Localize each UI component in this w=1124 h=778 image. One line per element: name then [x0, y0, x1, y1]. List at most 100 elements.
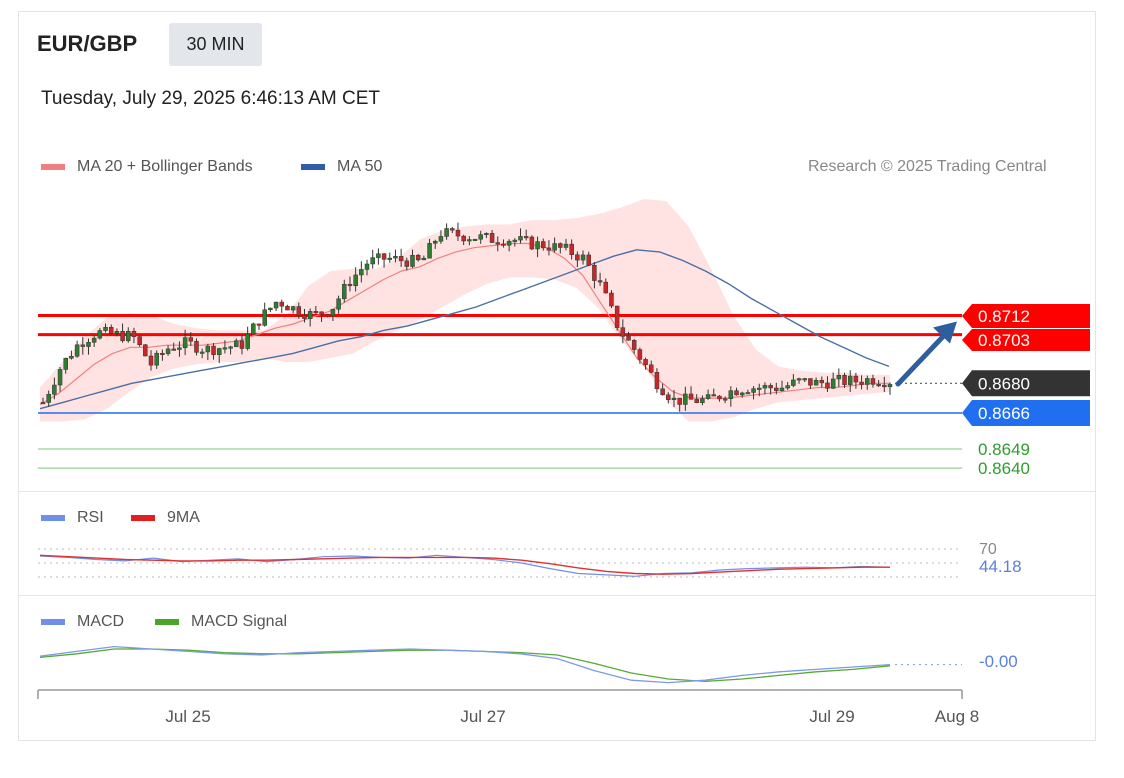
- x-tick-label: Jul 29: [809, 707, 854, 726]
- candle-body: [393, 256, 398, 259]
- candle-body: [552, 243, 557, 251]
- candle-body: [347, 283, 353, 287]
- timeframe-badge[interactable]: 30 MIN: [169, 23, 262, 66]
- candle-body: [126, 330, 131, 342]
- level-tag-0.8680: [962, 370, 1090, 397]
- candle-body: [279, 301, 285, 307]
- candle-body: [57, 369, 63, 386]
- candle-body: [222, 347, 228, 350]
- candle-body: [131, 330, 137, 337]
- candle-body: [580, 254, 586, 261]
- candle-body: [336, 298, 341, 310]
- candle-body: [285, 305, 290, 311]
- rsi-ma-line: [39, 554, 890, 575]
- candle-body: [182, 337, 188, 349]
- candle-body: [717, 395, 722, 400]
- candle-body: [364, 263, 370, 270]
- candle-body: [296, 306, 302, 316]
- candle-body: [307, 311, 313, 319]
- candle-body: [251, 323, 256, 335]
- candle-body: [853, 375, 859, 383]
- ma20-line: [39, 242, 890, 406]
- candle-body: [103, 327, 108, 331]
- level-tag-0.8712: [962, 304, 1090, 328]
- candle-body: [313, 311, 319, 314]
- datetime-label: Tuesday, July 29, 2025 6:46:13 AM CET: [41, 88, 381, 109]
- level-label-0.8712: 0.8712: [978, 307, 1030, 326]
- candle-body: [569, 243, 574, 255]
- candle-body: [52, 384, 57, 395]
- legend-rsi-label: RSI: [77, 509, 104, 526]
- candle-body: [495, 242, 501, 245]
- candle-body: [535, 241, 540, 250]
- candle-body: [540, 241, 546, 249]
- macd-swatch: [41, 619, 65, 625]
- candle-body: [751, 388, 756, 393]
- candle-body: [762, 385, 768, 389]
- candle-body: [353, 274, 358, 287]
- candle-body: [865, 378, 870, 385]
- candle-body: [148, 355, 154, 366]
- candle-body: [342, 283, 347, 300]
- candle-body: [876, 384, 881, 387]
- candle-body: [643, 359, 648, 366]
- legend-ma20: MA 20 + Bollinger Bands: [41, 158, 253, 176]
- candle-body: [239, 340, 245, 349]
- candle-body: [444, 228, 449, 237]
- level-tag-0.8666: [962, 399, 1090, 426]
- candle-body: [91, 337, 97, 343]
- candle-body: [461, 235, 466, 242]
- candle-body: [870, 378, 876, 385]
- candle-body: [74, 344, 80, 357]
- macd-line: [39, 645, 891, 684]
- candle-body: [825, 382, 830, 389]
- rsi-ma-swatch: [131, 515, 155, 521]
- candle-body: [455, 229, 461, 237]
- candle-body: [432, 240, 438, 244]
- candle-body: [830, 378, 836, 389]
- candle-body: [609, 292, 614, 307]
- x-axis: Jul 25 Jul 27 Jul 29 Aug 8: [37, 689, 979, 726]
- legend-ma20-label: MA 20 + Bollinger Bands: [77, 158, 253, 175]
- candle-body: [467, 239, 472, 242]
- candle-body: [563, 243, 569, 248]
- candle-body: [398, 256, 404, 262]
- x-tick-label: Jul 27: [460, 707, 505, 726]
- level-label-0.8703: 0.8703: [978, 331, 1030, 350]
- candle-body: [290, 306, 296, 311]
- candle-body: [188, 337, 194, 342]
- symbol-title: EUR/GBP: [37, 31, 138, 56]
- legend-macd-signal-label: MACD Signal: [191, 613, 288, 630]
- rsi-swatch: [41, 515, 65, 521]
- candle-body: [211, 345, 216, 355]
- candle-body: [165, 348, 171, 354]
- candle-body: [199, 351, 205, 354]
- candle-body: [882, 384, 887, 388]
- candle-body: [671, 397, 677, 400]
- candle-body: [648, 364, 654, 373]
- candle-body: [694, 399, 699, 403]
- macd-signal-line: [39, 648, 891, 683]
- candle-body: [376, 253, 381, 258]
- x-tick-label: Jul 25: [165, 707, 210, 726]
- candle-body: [370, 257, 375, 265]
- candle-body: [688, 393, 694, 400]
- candle-body: [847, 375, 853, 385]
- candle-body: [631, 340, 637, 350]
- candle-body: [154, 352, 159, 366]
- candle-body: [575, 254, 580, 261]
- candle-body: [427, 243, 432, 259]
- legend-rsi-ma-label: 9MA: [167, 509, 200, 526]
- candle-body: [97, 330, 103, 339]
- candle-body: [546, 247, 552, 251]
- candle-body: [614, 305, 620, 328]
- candle-body: [813, 379, 819, 386]
- candle-body: [40, 402, 46, 405]
- candle-body: [404, 260, 410, 267]
- macd-signal-swatch: [155, 619, 179, 625]
- level-label-0.8680: 0.8680: [978, 374, 1030, 393]
- candle-body: [472, 238, 478, 241]
- candle-body: [177, 347, 182, 350]
